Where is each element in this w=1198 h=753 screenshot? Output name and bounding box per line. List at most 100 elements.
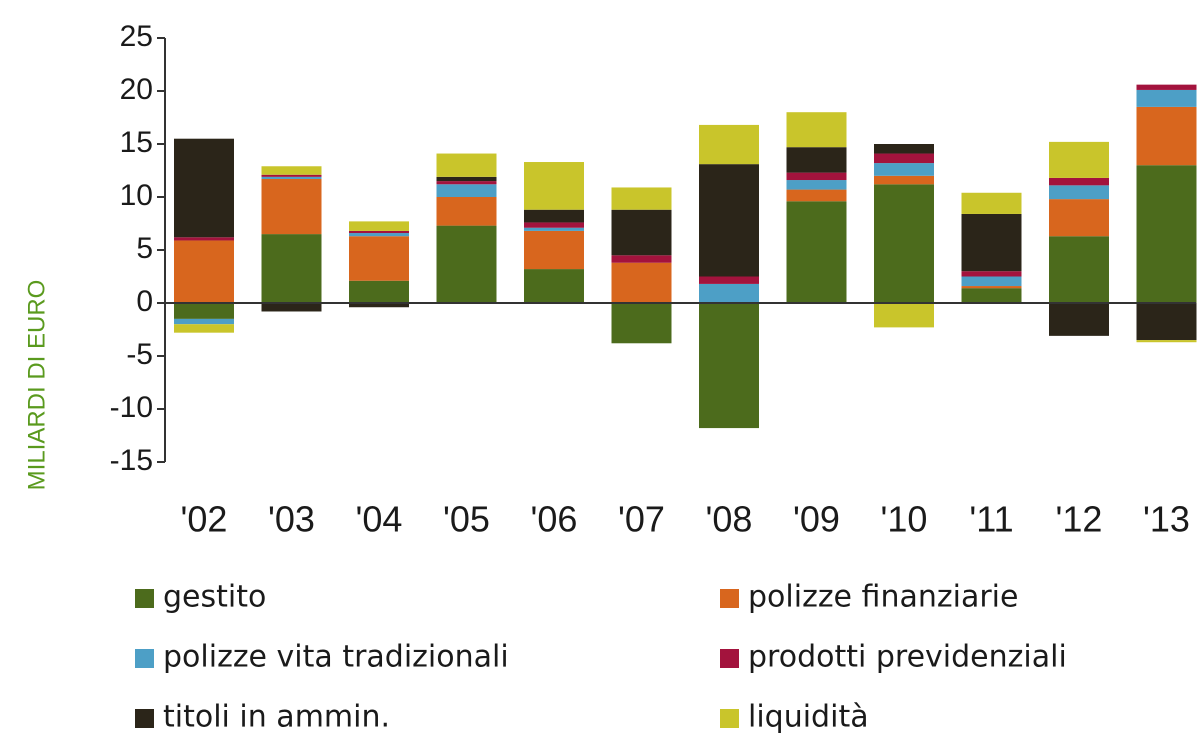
bar-segment	[1049, 199, 1109, 237]
bar-segment	[261, 166, 322, 175]
x-tick-label: '05	[443, 499, 490, 540]
bar-segment	[174, 240, 234, 303]
x-tick-label: '08	[706, 499, 753, 540]
x-tick-label: '11	[969, 499, 1013, 540]
y-tick-label: -10	[110, 391, 153, 424]
bar-segment	[611, 255, 672, 263]
bar-segment	[174, 318, 234, 325]
bar-segment	[174, 237, 234, 241]
bar-segment	[1049, 177, 1109, 186]
bar-segment	[524, 162, 584, 210]
bar-segment	[261, 176, 322, 179]
bar-segment	[1049, 185, 1109, 200]
bar-segment	[436, 197, 497, 226]
x-tick-label: '06	[531, 499, 578, 540]
bar-segment	[174, 138, 234, 238]
bar-segment	[611, 262, 672, 303]
bar-segment	[1136, 106, 1197, 166]
bar-segment	[349, 303, 409, 308]
bar-segment	[436, 225, 497, 303]
legend-label: titoli in ammin.	[163, 700, 390, 735]
legend-swatch	[720, 589, 739, 608]
y-tick-label: 20	[120, 73, 153, 106]
legend-label: prodotti previdenziali	[748, 640, 1067, 675]
bar-segment	[786, 189, 847, 202]
bar-segment	[961, 271, 1022, 277]
bar-segment	[1049, 141, 1109, 178]
bar-segment	[524, 227, 584, 231]
legend-label: polizze finanziarie	[748, 580, 1018, 615]
bar-segment	[961, 276, 1022, 287]
bar-segment	[174, 324, 234, 333]
y-tick-label: 5	[136, 232, 153, 265]
bar-segment	[261, 178, 322, 235]
bar-segment	[961, 213, 1022, 272]
x-tick-label: '04	[356, 499, 403, 540]
legend-label: polizze vita tradizionali	[163, 640, 509, 675]
y-tick-label: -5	[126, 338, 153, 371]
bar-segment	[786, 112, 847, 148]
bar-segment	[961, 192, 1022, 214]
x-tick-label: '13	[1143, 499, 1190, 540]
x-tick-label: '03	[268, 499, 315, 540]
bar-segment	[1049, 303, 1109, 336]
bar-segment	[699, 276, 759, 284]
bar-segment	[1136, 89, 1197, 107]
legend-swatch	[135, 589, 154, 608]
legend-swatch	[135, 649, 154, 668]
bar-segment	[611, 209, 672, 256]
bar-segment	[786, 172, 847, 181]
bar-segment	[349, 280, 409, 303]
bar-segment	[961, 288, 1022, 303]
bar-segment	[1136, 340, 1197, 343]
bar-segment	[1136, 165, 1197, 303]
bar-segment	[349, 221, 409, 231]
x-tick-label: '10	[881, 499, 928, 540]
bar-segment	[699, 124, 759, 165]
y-tick-label: 10	[120, 179, 153, 212]
bar-segment	[874, 144, 934, 154]
bar-segment	[261, 234, 322, 303]
y-tick-label: 25	[120, 20, 153, 53]
legend-label: liquidità	[748, 700, 869, 735]
bar-segment	[436, 181, 497, 185]
bar-segment	[524, 222, 584, 228]
bar-segment	[874, 184, 934, 303]
bar-segment	[1136, 84, 1197, 90]
bar-segment	[349, 236, 409, 281]
bar-segment	[524, 209, 584, 223]
x-tick-label: '09	[793, 499, 840, 540]
y-tick-label: -15	[110, 444, 153, 477]
legend-swatch	[135, 709, 154, 728]
bar-segment	[1049, 236, 1109, 303]
bar-segment	[611, 187, 672, 210]
bar-segment	[349, 230, 409, 234]
y-axis-label: MILIARDI DI EURO	[23, 280, 50, 491]
bar-segment	[874, 153, 934, 164]
bar-segment	[699, 164, 759, 277]
bar-segment	[524, 269, 584, 303]
bar-segment	[874, 163, 934, 176]
bar-segment	[261, 303, 322, 312]
bar-segment	[786, 180, 847, 190]
bar-segment	[786, 147, 847, 173]
y-tick-label: 15	[120, 126, 153, 159]
legend-label: gestito	[163, 580, 266, 615]
legend-swatch	[720, 709, 739, 728]
y-tick-label: 0	[136, 285, 153, 318]
bar-segment	[874, 175, 934, 185]
bar-segment	[961, 286, 1022, 289]
bar-segment	[1136, 303, 1197, 341]
x-tick-label: '07	[618, 499, 665, 540]
bar-segment	[699, 303, 759, 429]
bar-segment	[436, 176, 497, 182]
x-tick-label: '02	[181, 499, 228, 540]
bar-segment	[786, 201, 847, 303]
bar-segment	[874, 303, 934, 328]
bar-segment	[174, 303, 234, 319]
bar-segment	[699, 283, 759, 303]
legend-swatch	[720, 649, 739, 668]
bar-segment	[436, 184, 497, 197]
bar-segment	[436, 153, 497, 177]
bar-segment	[261, 174, 322, 177]
